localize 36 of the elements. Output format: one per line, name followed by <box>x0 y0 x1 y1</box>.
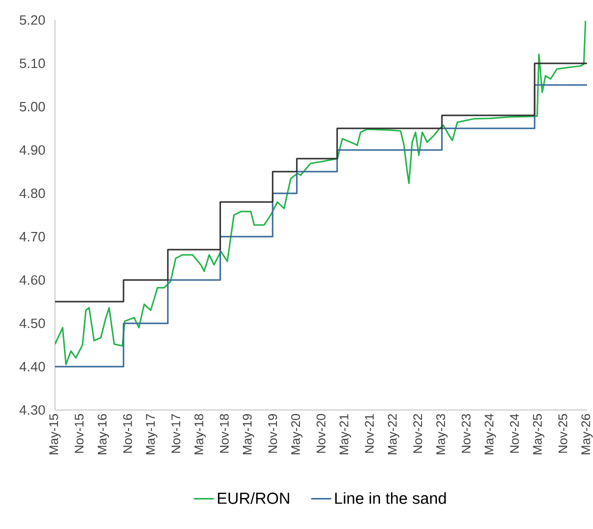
x-tick-label: May-23 <box>436 414 448 454</box>
x-tick-label: Nov-22 <box>413 414 422 453</box>
x-tick-label: May-15 <box>49 414 61 454</box>
y-tick-label: 4.80 <box>20 188 45 198</box>
line-series <box>55 20 586 366</box>
x-tick-label: May-19 <box>242 414 254 454</box>
x-tick-label: Nov-18 <box>220 414 229 453</box>
y-tick-label: 4.50 <box>20 318 45 328</box>
x-tick-label: Nov-21 <box>364 414 374 453</box>
y-tick-label: 5.10 <box>20 58 45 68</box>
x-tick-label: May-17 <box>146 414 158 454</box>
x-tick-label: May-16 <box>98 414 110 454</box>
x-tick-label: May-26 <box>581 414 593 454</box>
x-tick-label: May-22 <box>388 414 400 454</box>
x-tick-label: Nov-17 <box>172 414 180 453</box>
x-tick-label: Nov-20 <box>316 414 326 453</box>
y-tick-label: 4.70 <box>20 232 45 242</box>
x-tick-label: May-21 <box>340 414 351 454</box>
x-tick-label: Nov-16 <box>123 414 132 453</box>
legend-label: Line in the sand <box>335 492 446 504</box>
legend-label: EUR/RON <box>218 492 290 504</box>
y-tick-label: 5.20 <box>20 15 45 25</box>
y-tick-label: 4.90 <box>20 145 45 155</box>
x-tick-label: Nov-19 <box>268 414 278 453</box>
x-tick-label: Nov-25 <box>558 414 568 453</box>
x-tick-label: Nov-24 <box>510 414 519 453</box>
y-tick-label: 4.30 <box>20 405 45 415</box>
y-tick-label: 4.60 <box>20 275 45 285</box>
x-tick-label: May-18 <box>194 414 206 454</box>
x-tick-label: May-25 <box>532 414 544 454</box>
y-tick-label: 5.00 <box>20 102 45 112</box>
x-tick-label: May-24 <box>484 414 496 454</box>
y-tick-label: 4.40 <box>20 362 45 372</box>
x-tick-label: Nov-23 <box>462 414 471 453</box>
x-tick-label: Nov-15 <box>74 414 84 453</box>
x-tick-label: May-20 <box>291 414 302 454</box>
